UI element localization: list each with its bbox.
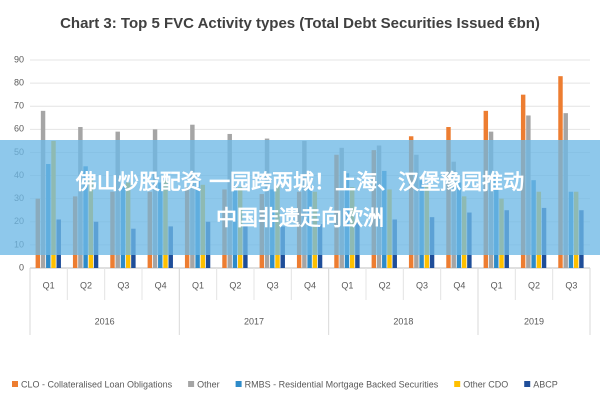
legend-label: RMBS - Residential Mortgage Backed Secur… — [245, 379, 439, 389]
legend-swatch — [235, 381, 242, 387]
legend-swatch — [12, 381, 18, 387]
x-group-label: 2018 — [393, 316, 413, 326]
x-tick-label: Q3 — [416, 280, 428, 290]
y-tick-label: 80 — [14, 77, 24, 87]
x-tick-label: Q2 — [379, 280, 391, 290]
banner-band — [0, 140, 600, 255]
x-group-label: 2017 — [244, 316, 264, 326]
x-tick-label: Q4 — [155, 280, 167, 290]
legend-label: CLO - Collateralised Loan Obligations — [21, 379, 173, 389]
legend-label: Other — [197, 379, 220, 389]
x-tick-label: Q2 — [229, 280, 241, 290]
x-tick-label: Q1 — [192, 280, 204, 290]
x-tick-label: Q3 — [117, 280, 129, 290]
x-group-label: 2019 — [524, 316, 544, 326]
x-tick-label: Q3 — [267, 280, 279, 290]
x-tick-label: Q3 — [565, 280, 577, 290]
legend-label: ABCP — [533, 379, 558, 389]
y-tick-label: 0 — [19, 262, 24, 272]
x-tick-label: Q1 — [341, 280, 353, 290]
legend-swatch — [524, 381, 531, 387]
x-tick-label: Q4 — [304, 280, 316, 290]
x-tick-label: Q4 — [453, 280, 465, 290]
y-tick-label: 90 — [14, 54, 24, 64]
chart-title: Chart 3: Top 5 FVC Activity types (Total… — [60, 15, 540, 32]
banner-text: 佛山炒股配资 一园跨两城！上海、汉堡豫园推动 — [75, 170, 524, 194]
x-group-label: 2016 — [95, 316, 115, 326]
legend-label: Other CDO — [463, 379, 508, 389]
x-tick-label: Q1 — [43, 280, 55, 290]
legend-swatch — [454, 381, 461, 387]
x-tick-label: Q2 — [80, 280, 92, 290]
legend-swatch — [188, 381, 195, 387]
y-tick-label: 60 — [14, 124, 24, 134]
y-tick-label: 70 — [14, 101, 24, 111]
x-tick-label: Q2 — [528, 280, 540, 290]
x-tick-label: Q1 — [491, 280, 503, 290]
banner-text: 中国非遗走向欧洲 — [216, 206, 384, 230]
